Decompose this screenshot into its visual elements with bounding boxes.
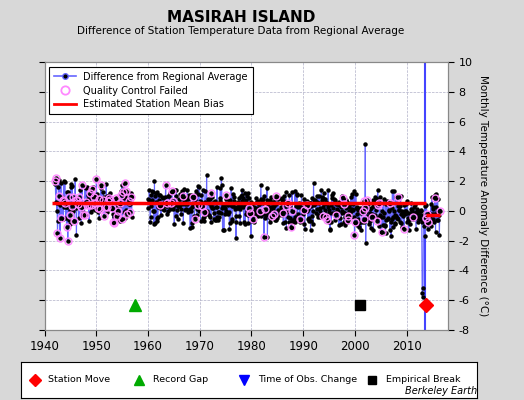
Text: Time of Obs. Change: Time of Obs. Change	[258, 376, 357, 384]
Text: Empirical Break: Empirical Break	[386, 376, 460, 384]
Text: Berkeley Earth: Berkeley Earth	[405, 386, 477, 396]
Text: Difference of Station Temperature Data from Regional Average: Difference of Station Temperature Data f…	[78, 26, 405, 36]
Legend: Difference from Regional Average, Quality Control Failed, Estimated Station Mean: Difference from Regional Average, Qualit…	[49, 67, 253, 114]
Text: Record Gap: Record Gap	[153, 376, 209, 384]
Text: MASIRAH ISLAND: MASIRAH ISLAND	[167, 10, 315, 25]
Text: Station Move: Station Move	[48, 376, 111, 384]
Y-axis label: Monthly Temperature Anomaly Difference (°C): Monthly Temperature Anomaly Difference (…	[478, 75, 488, 317]
